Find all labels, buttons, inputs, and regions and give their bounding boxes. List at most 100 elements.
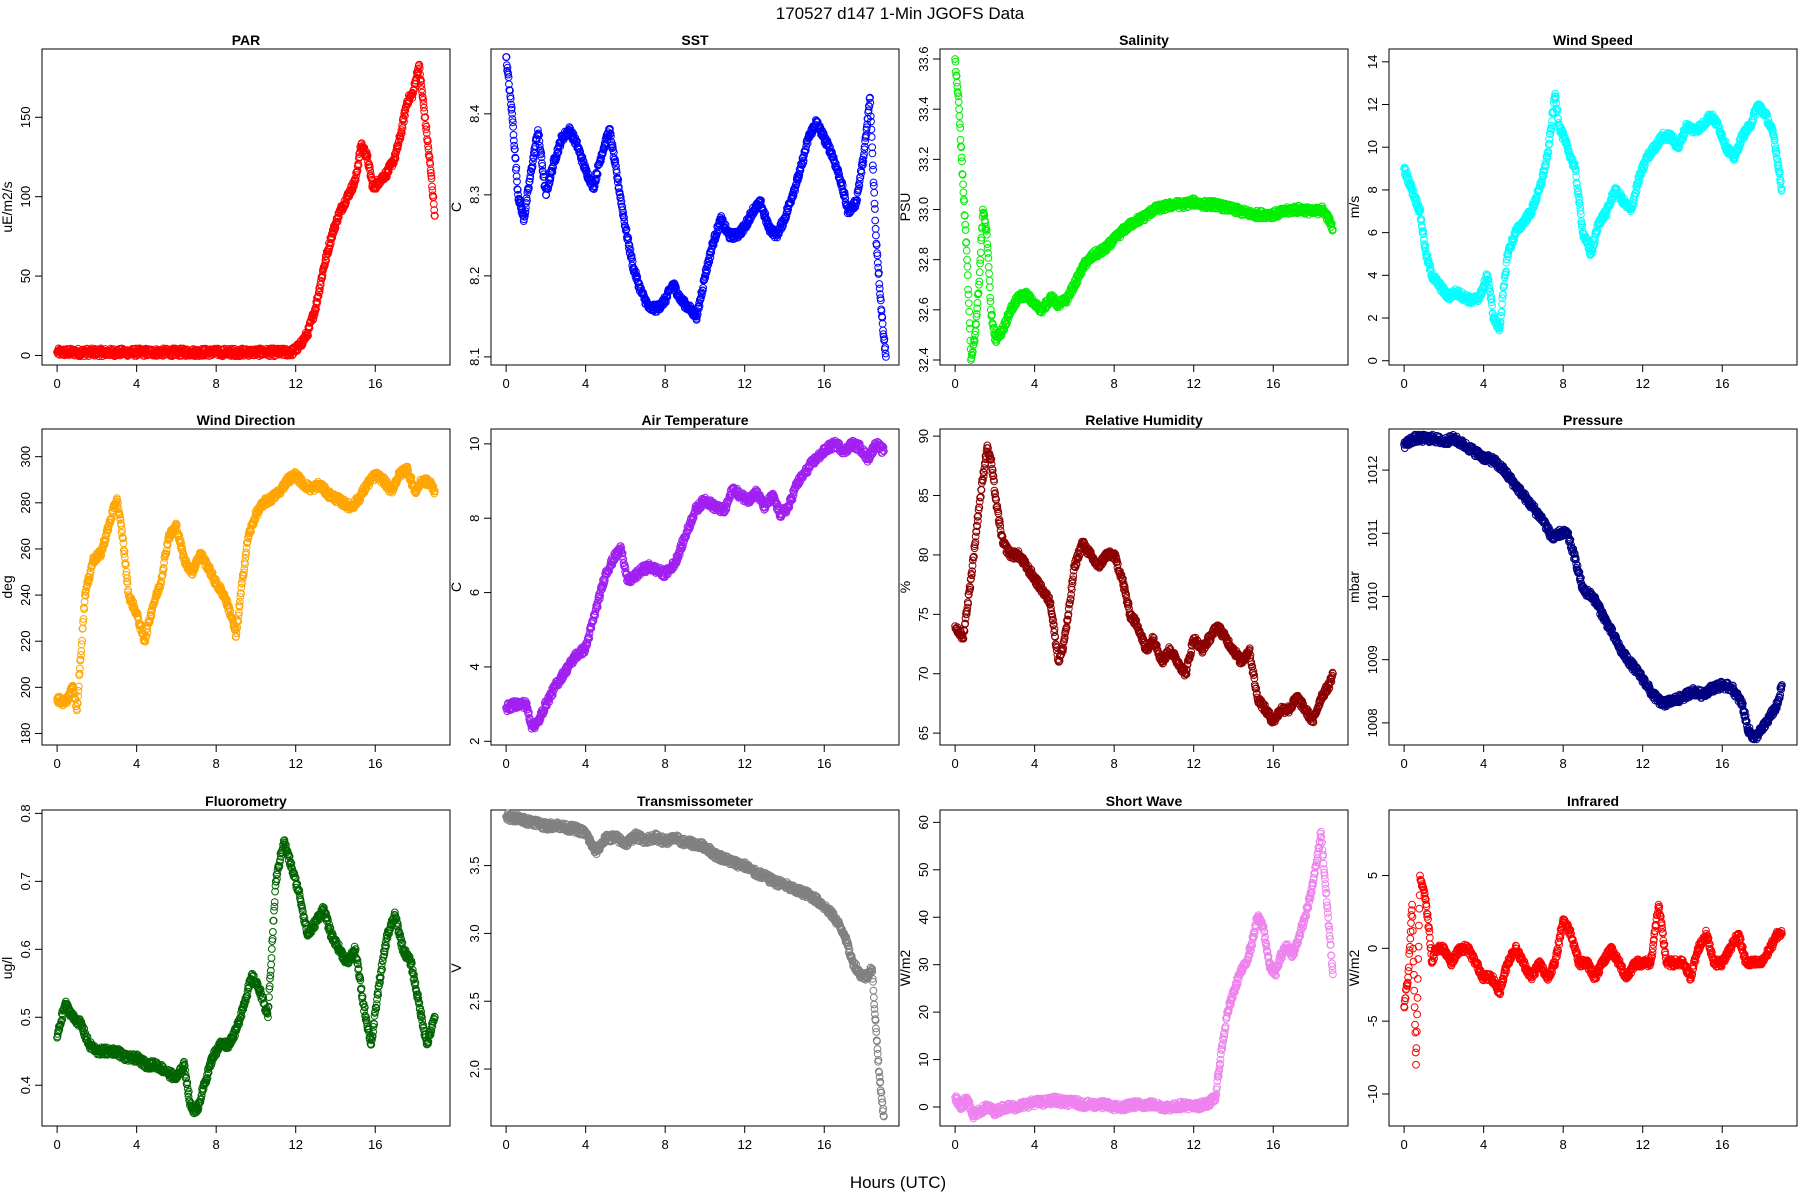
wind-speed-y-tick-label: 2 <box>1365 314 1380 321</box>
sst-point <box>582 166 591 175</box>
sst-point <box>512 163 521 172</box>
sst-point <box>606 124 614 133</box>
wind-speed-x-tick-label: 0 <box>1400 376 1407 391</box>
sst-point <box>538 162 547 170</box>
sst-point <box>620 213 628 222</box>
par-point <box>401 111 409 120</box>
par-point <box>412 76 421 85</box>
sst-point <box>633 273 642 282</box>
sst-y-tick-label: 8.3 <box>467 186 482 204</box>
par-point <box>415 60 424 69</box>
sst-point <box>588 184 597 193</box>
sst-points <box>502 53 890 361</box>
sst-point <box>511 154 520 163</box>
sst-plot-frame <box>490 48 900 366</box>
sst-x-tick-label: 4 <box>582 376 589 391</box>
salinity-point <box>959 180 967 189</box>
par-point <box>426 166 435 175</box>
wind-speed-x-tick-label: 16 <box>1715 376 1729 391</box>
par-point <box>429 200 438 208</box>
par-point <box>427 174 436 183</box>
sst-y-tick-label: 8.2 <box>467 267 482 285</box>
par-point <box>352 171 361 180</box>
salinity-point <box>985 276 994 285</box>
par-point <box>400 117 408 126</box>
sst-point <box>552 152 561 161</box>
par-point <box>314 288 323 297</box>
par-point <box>422 129 431 138</box>
salinity-point <box>959 188 968 197</box>
wind-speed-y-tick-label: 0 <box>1365 357 1380 364</box>
par-title: PAR <box>232 32 261 48</box>
sst-point <box>548 168 557 176</box>
sst-point <box>507 103 516 112</box>
wind-direction-x-tick-label: 0 <box>53 756 60 771</box>
sst-point <box>606 129 615 138</box>
par-point <box>430 206 439 215</box>
wind-direction-point <box>78 624 87 633</box>
sst-point <box>521 209 529 218</box>
wind-speed-x-tick-label: 8 <box>1560 376 1567 391</box>
wind-direction-y-tick-label: 280 <box>18 492 33 514</box>
sst-point <box>513 177 521 186</box>
par-point <box>422 125 430 134</box>
sst-point <box>612 166 621 175</box>
par-y-tick-label: 0 <box>18 352 33 359</box>
sst-y-tick-label: 8.1 <box>467 348 482 366</box>
sst-point <box>537 149 546 157</box>
wind-speed-y-tick-label: 10 <box>1365 140 1380 154</box>
wind-speed-y-tick-label: 8 <box>1365 186 1380 193</box>
sst-point <box>625 241 634 249</box>
sst-point <box>529 154 538 163</box>
par-point <box>426 160 435 168</box>
sst-point <box>508 115 517 123</box>
par-point <box>309 314 318 323</box>
sst-point <box>871 216 880 225</box>
salinity-point <box>955 112 964 121</box>
wind-speed-x-tick-label: 12 <box>1635 376 1649 391</box>
sst-point <box>513 186 522 194</box>
wind-direction-title: Wind Direction <box>197 412 296 428</box>
salinity-y-tick-label: 33.2 <box>916 147 931 172</box>
wind-direction-x-tick-label: 4 <box>133 756 140 771</box>
wind-direction-y-axis-label: deg <box>0 575 15 598</box>
par-point <box>409 89 417 98</box>
salinity-y-tick-label: 33.0 <box>916 197 931 222</box>
sst-point <box>523 188 532 197</box>
salinity-point <box>956 135 965 144</box>
par-point <box>408 94 417 102</box>
wind-speed-title: Wind Speed <box>1553 32 1633 48</box>
sst-point <box>620 217 629 226</box>
par-point <box>416 75 425 84</box>
par-point <box>427 169 435 177</box>
salinity-title: Salinity <box>1119 32 1169 48</box>
sst-point <box>522 194 531 202</box>
sst-point <box>617 197 626 206</box>
sst-point <box>626 249 634 258</box>
par-point <box>415 64 424 73</box>
par-point <box>365 160 374 169</box>
sst-point <box>534 126 542 134</box>
salinity-point <box>984 254 993 262</box>
par-point <box>421 113 430 122</box>
wind-speed-y-tick-label: 4 <box>1365 272 1380 279</box>
par-point <box>417 81 426 89</box>
par-point <box>396 134 405 143</box>
salinity-x-tick-label: 0 <box>951 376 958 391</box>
par-point <box>427 172 436 180</box>
par-point <box>328 233 337 242</box>
wind-direction-x-tick-label: 8 <box>213 756 220 771</box>
wind-speed-plot-frame <box>1388 48 1798 366</box>
wind-direction-point <box>76 664 84 673</box>
sst-point <box>632 267 640 276</box>
wind-direction-y-tick-label: 200 <box>18 676 33 698</box>
salinity-point <box>984 263 993 271</box>
par-points <box>53 60 439 361</box>
sst-point <box>607 132 615 141</box>
salinity-y-tick-label: 33.6 <box>916 46 931 71</box>
sst-point <box>593 170 602 179</box>
